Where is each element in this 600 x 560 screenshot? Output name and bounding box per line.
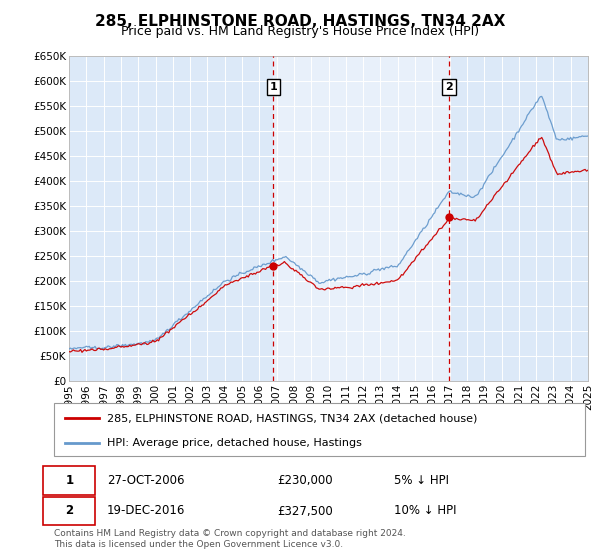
Text: 1: 1 [269, 82, 277, 92]
Text: 285, ELPHINSTONE ROAD, HASTINGS, TN34 2AX (detached house): 285, ELPHINSTONE ROAD, HASTINGS, TN34 2A… [107, 413, 478, 423]
FancyBboxPatch shape [54, 403, 585, 456]
Text: 1: 1 [65, 474, 73, 487]
Text: 2: 2 [445, 82, 453, 92]
Text: 10% ↓ HPI: 10% ↓ HPI [394, 505, 457, 517]
Text: £327,500: £327,500 [277, 505, 333, 517]
Text: HPI: Average price, detached house, Hastings: HPI: Average price, detached house, Hast… [107, 438, 362, 448]
FancyBboxPatch shape [43, 497, 95, 525]
FancyBboxPatch shape [43, 466, 95, 494]
Text: £230,000: £230,000 [277, 474, 332, 487]
Text: 285, ELPHINSTONE ROAD, HASTINGS, TN34 2AX: 285, ELPHINSTONE ROAD, HASTINGS, TN34 2A… [95, 14, 505, 29]
Text: 2: 2 [65, 505, 73, 517]
Text: 5% ↓ HPI: 5% ↓ HPI [394, 474, 449, 487]
Bar [274, 56, 449, 381]
Text: Price paid vs. HM Land Registry's House Price Index (HPI): Price paid vs. HM Land Registry's House … [121, 25, 479, 38]
Text: Contains HM Land Registry data © Crown copyright and database right 2024.
This d: Contains HM Land Registry data © Crown c… [54, 529, 406, 549]
Text: 27-OCT-2006: 27-OCT-2006 [107, 474, 185, 487]
Text: 19-DEC-2016: 19-DEC-2016 [107, 505, 185, 517]
